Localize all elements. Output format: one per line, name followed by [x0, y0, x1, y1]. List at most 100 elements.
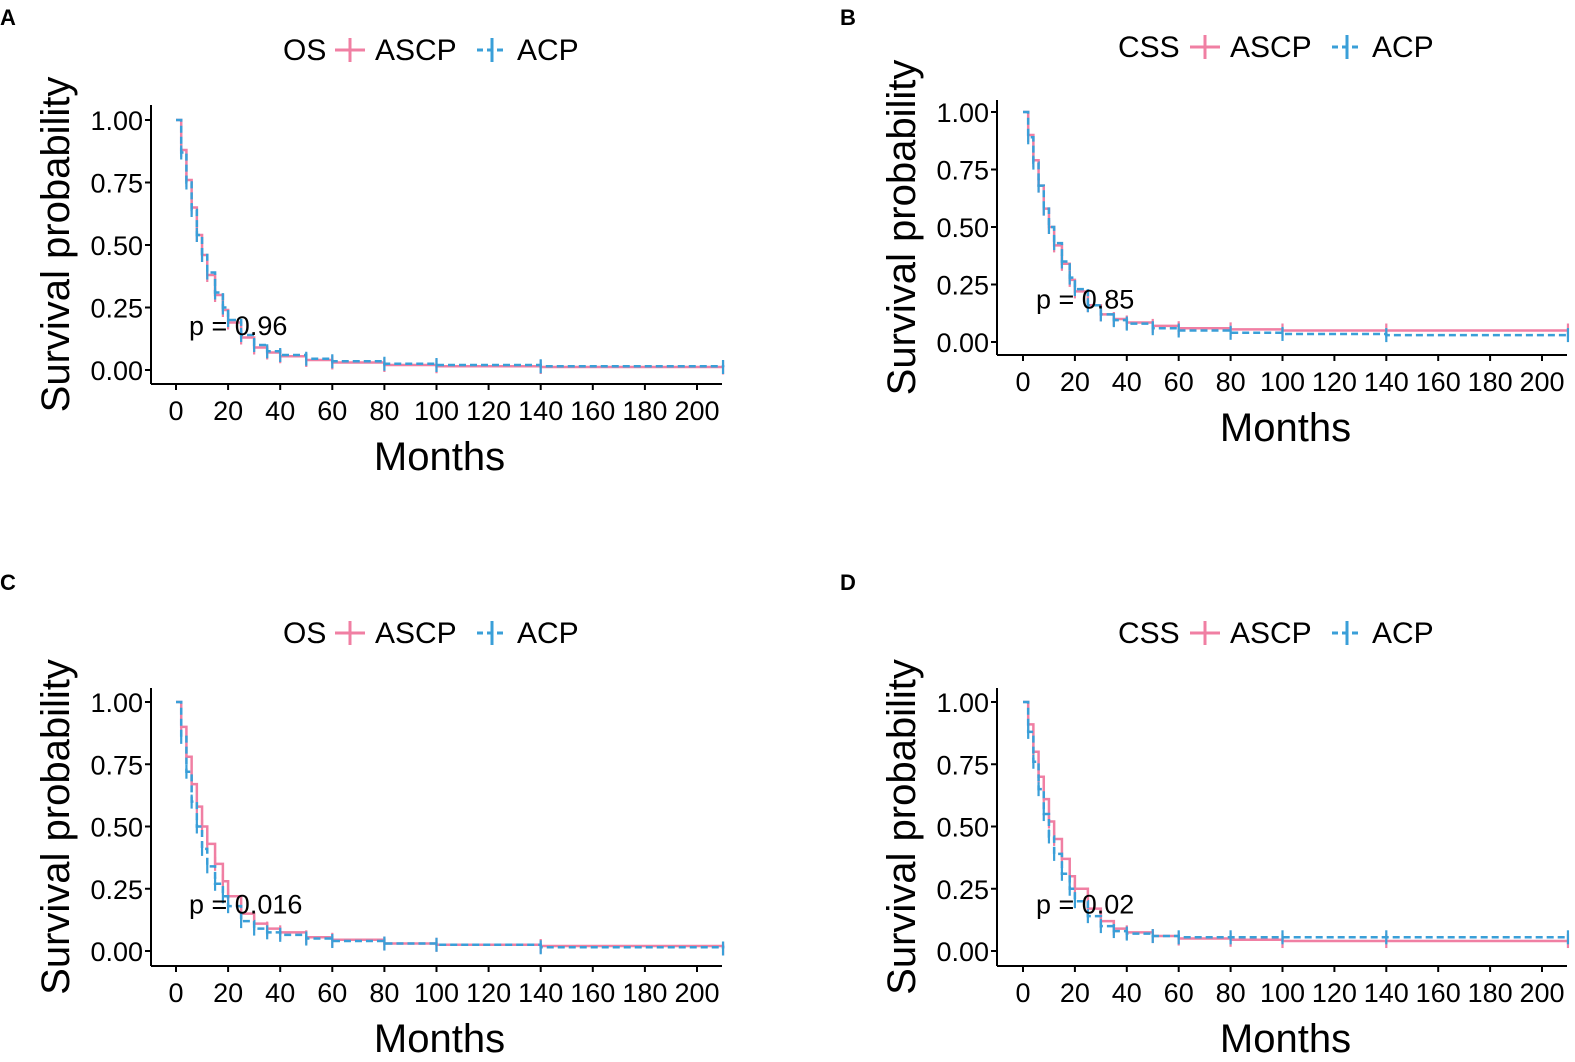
series-acp	[176, 118, 725, 374]
y-axis-title: Survival probability	[880, 659, 924, 995]
x-tick-label: 80	[369, 978, 399, 1008]
p-value-label: p = 0.016	[189, 890, 302, 920]
x-tick-label: 40	[1112, 367, 1142, 397]
y-tick-label: 0.50	[936, 813, 989, 843]
survival-curve-acp	[1023, 700, 1568, 939]
legend-key-ascp	[1190, 35, 1220, 59]
legend-title: CSS	[1118, 617, 1180, 650]
x-tick-label: 100	[1260, 367, 1305, 397]
x-tick-label: 160	[570, 396, 615, 426]
y-tick-label: 0.25	[936, 271, 989, 301]
p-value-label: p = 0.85	[1036, 284, 1134, 314]
legend-key-ascp	[335, 38, 365, 62]
legend-label-ascp: ASCP	[375, 617, 457, 650]
legend-label-acp: ACP	[517, 34, 579, 67]
x-tick-label: 40	[1112, 978, 1142, 1008]
series-acp	[1023, 700, 1570, 945]
y-tick-label: 0.75	[90, 169, 143, 199]
x-tick-label: 140	[518, 396, 563, 426]
y-tick-label: 0.00	[90, 356, 143, 386]
legend: OS ASCP ACP	[283, 617, 579, 650]
x-tick-label: 200	[674, 978, 719, 1008]
legend-key-acp	[1332, 621, 1362, 645]
legend-label-ascp: ASCP	[375, 34, 457, 67]
panel-c: C OS ASCP ACP 0.00 0.25 0.50 0.75 1.00 0 20 40 60 80 1…	[0, 570, 725, 1061]
x-tick-label: 20	[213, 396, 243, 426]
y-tick-label: 0.50	[90, 813, 143, 843]
panel-letter: A	[0, 5, 16, 30]
panel-letter: C	[0, 570, 16, 595]
x-axis-title: Months	[374, 435, 505, 479]
legend-key-acp	[477, 621, 507, 645]
x-tick-label: 0	[168, 396, 183, 426]
p-value-label: p = 0.02	[1036, 890, 1134, 920]
x-tick-label: 120	[466, 396, 511, 426]
legend-label-acp: ACP	[517, 617, 579, 650]
x-tick-label: 20	[1060, 978, 1090, 1008]
x-tick-label: 100	[414, 396, 459, 426]
x-tick-label: 100	[414, 978, 459, 1008]
x-tick-label: 60	[317, 396, 347, 426]
x-tick-label: 80	[1216, 367, 1246, 397]
x-tick-label: 20	[213, 978, 243, 1008]
legend-label-acp: ACP	[1372, 617, 1434, 650]
x-tick-label: 180	[1468, 978, 1513, 1008]
x-tick-label: 0	[168, 978, 183, 1008]
p-value-label: p = 0.96	[189, 311, 287, 341]
y-tick-label: 0.75	[90, 750, 143, 780]
legend: CSS ASCP ACP	[1118, 31, 1434, 64]
y-axis-title: Survival probability	[880, 60, 924, 396]
x-tick-label: 0	[1015, 367, 1030, 397]
x-tick-label: 160	[1416, 367, 1461, 397]
x-tick-label: 80	[1216, 978, 1246, 1008]
y-tick-label: 0.00	[936, 328, 989, 358]
y-tick-label: 1.00	[936, 98, 989, 128]
series-acp	[1023, 110, 1570, 343]
legend-key-ascp	[335, 621, 365, 645]
legend-key-ascp	[1190, 621, 1220, 645]
x-tick-label: 60	[317, 978, 347, 1008]
y-tick-label: 1.00	[936, 688, 989, 718]
y-tick-label: 0.75	[936, 750, 989, 780]
x-tick-label: 20	[1060, 367, 1090, 397]
legend-label-acp: ACP	[1372, 31, 1434, 64]
y-tick-label: 0.75	[936, 156, 989, 186]
x-tick-label: 180	[622, 396, 667, 426]
y-tick-label: 1.00	[90, 106, 143, 136]
legend: OS ASCP ACP	[283, 34, 579, 67]
x-axis-title: Months	[1220, 406, 1351, 450]
panel-b: B CSS ASCP ACP 0.00 0.25 0.50 0.75 1.00 0 20 40 60 80…	[840, 5, 1570, 450]
y-tick-label: 0.25	[90, 294, 143, 324]
x-tick-label: 120	[1312, 367, 1357, 397]
y-tick-label: 0.00	[90, 937, 143, 967]
panel-letter: B	[840, 5, 856, 30]
survival-curve-acp	[176, 700, 725, 949]
x-tick-label: 100	[1260, 978, 1305, 1008]
x-tick-label: 200	[1519, 978, 1564, 1008]
y-tick-label: 0.50	[936, 213, 989, 243]
x-tick-label: 200	[1519, 367, 1564, 397]
x-tick-label: 160	[1416, 978, 1461, 1008]
y-tick-label: 1.00	[90, 688, 143, 718]
x-tick-label: 120	[1312, 978, 1357, 1008]
y-tick-label: 0.25	[936, 875, 989, 905]
x-tick-label: 200	[674, 396, 719, 426]
panel-a: A OS ASCP ACP 0.00 0.25 0.50 0.75 1.00 0 20 40 60 80 1…	[0, 5, 725, 479]
x-tick-label: 60	[1164, 978, 1194, 1008]
x-tick-label: 120	[466, 978, 511, 1008]
x-axis-title: Months	[1220, 1017, 1351, 1057]
y-tick-label: 0.50	[90, 231, 143, 261]
x-tick-label: 160	[570, 978, 615, 1008]
x-tick-label: 140	[518, 978, 563, 1008]
legend-title: CSS	[1118, 31, 1180, 64]
y-axis-title: Survival probability	[34, 659, 78, 995]
y-tick-label: 0.25	[90, 875, 143, 905]
series-acp	[176, 700, 725, 956]
x-tick-label: 40	[265, 396, 295, 426]
x-tick-label: 140	[1364, 978, 1409, 1008]
panel-letter: D	[840, 570, 856, 595]
legend-label-ascp: ASCP	[1230, 31, 1312, 64]
legend-key-acp	[1332, 35, 1362, 59]
